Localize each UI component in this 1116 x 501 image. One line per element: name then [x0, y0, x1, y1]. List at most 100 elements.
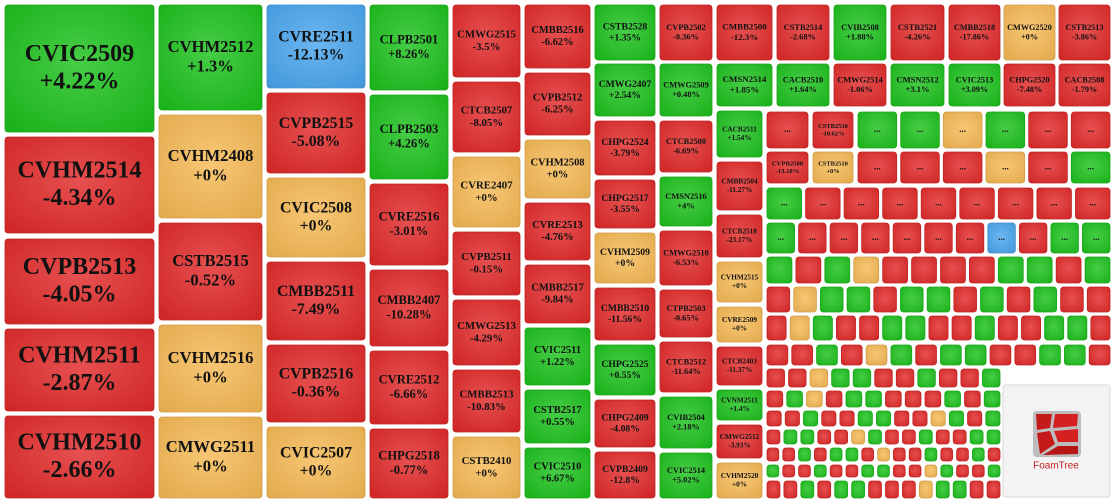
tile[interactable]	[659, 452, 713, 499]
tile[interactable]	[845, 390, 863, 408]
tile[interactable]	[940, 447, 953, 462]
tile[interactable]	[659, 341, 713, 393]
tile[interactable]	[885, 480, 899, 499]
tile[interactable]	[985, 151, 1026, 184]
tile[interactable]	[853, 256, 880, 284]
tile[interactable]	[920, 187, 957, 220]
tile[interactable]	[1050, 222, 1079, 254]
tile[interactable]	[1064, 344, 1086, 366]
tile[interactable]	[659, 120, 713, 173]
tile[interactable]	[892, 222, 922, 254]
tile[interactable]	[948, 4, 1001, 61]
tile[interactable]	[766, 464, 780, 478]
tile[interactable]	[859, 315, 880, 341]
tile[interactable]	[825, 390, 843, 408]
tile[interactable]	[809, 368, 829, 388]
tile[interactable]	[861, 447, 874, 462]
tile[interactable]	[875, 410, 892, 427]
tile[interactable]	[890, 4, 945, 61]
tile[interactable]	[918, 429, 933, 445]
tile[interactable]	[829, 222, 859, 254]
tile[interactable]	[960, 368, 979, 388]
tile[interactable]	[987, 222, 1016, 254]
tile[interactable]	[1033, 286, 1058, 313]
tile[interactable]	[369, 94, 449, 180]
tile[interactable]	[1026, 256, 1053, 284]
tile[interactable]	[266, 92, 366, 174]
tile[interactable]	[798, 222, 827, 254]
tile[interactable]	[766, 256, 793, 284]
tile[interactable]	[266, 261, 366, 341]
tile[interactable]	[369, 183, 449, 266]
tile[interactable]	[1028, 151, 1068, 184]
tile[interactable]	[953, 286, 977, 313]
tile[interactable]	[594, 451, 656, 499]
tile[interactable]	[895, 368, 915, 388]
tile[interactable]	[824, 256, 851, 284]
tile[interactable]	[805, 187, 841, 220]
tile[interactable]	[983, 390, 1001, 408]
tile[interactable]	[821, 410, 837, 427]
tile[interactable]	[969, 429, 984, 445]
tile[interactable]	[716, 389, 763, 421]
tile[interactable]	[798, 447, 811, 462]
tile[interactable]	[1058, 63, 1111, 107]
tile[interactable]	[1044, 315, 1065, 341]
tile[interactable]	[766, 344, 789, 366]
tile[interactable]	[1086, 286, 1111, 313]
tile[interactable]	[873, 286, 897, 313]
tile[interactable]	[817, 480, 832, 499]
tile[interactable]	[951, 315, 972, 341]
tile[interactable]	[800, 429, 815, 445]
tile[interactable]	[1070, 111, 1111, 149]
tile[interactable]	[1003, 63, 1056, 107]
tile[interactable]	[882, 315, 903, 341]
tile[interactable]	[1060, 286, 1084, 313]
tile[interactable]	[659, 4, 713, 61]
tile[interactable]	[985, 111, 1026, 149]
tile[interactable]	[795, 256, 822, 284]
tile[interactable]	[766, 222, 795, 254]
tile[interactable]	[834, 429, 849, 445]
tile[interactable]	[766, 390, 784, 408]
tile[interactable]	[594, 63, 656, 117]
tile[interactable]	[969, 480, 984, 499]
tile[interactable]	[782, 447, 795, 462]
tile[interactable]	[158, 222, 263, 321]
tile[interactable]	[987, 447, 1001, 462]
tile[interactable]	[452, 299, 521, 366]
tile[interactable]	[857, 111, 898, 149]
tile[interactable]	[890, 344, 913, 366]
tile[interactable]	[1014, 344, 1037, 366]
tile[interactable]	[766, 447, 780, 462]
tile[interactable]	[890, 63, 945, 107]
tile[interactable]	[819, 286, 844, 313]
tile[interactable]	[985, 410, 1001, 427]
tile[interactable]	[452, 231, 521, 296]
tile[interactable]	[783, 429, 798, 445]
tile[interactable]	[1003, 4, 1056, 61]
tile[interactable]	[766, 429, 781, 445]
tile[interactable]	[908, 447, 922, 462]
tile[interactable]	[524, 202, 591, 261]
tile[interactable]	[1084, 256, 1111, 284]
tile[interactable]	[814, 464, 827, 478]
tile[interactable]	[716, 63, 773, 107]
tile[interactable]	[924, 390, 942, 408]
tile[interactable]	[952, 480, 967, 499]
tile[interactable]	[882, 256, 908, 284]
tile[interactable]	[4, 136, 155, 234]
tile[interactable]	[158, 4, 263, 111]
tile[interactable]	[845, 447, 859, 462]
tile[interactable]	[524, 389, 591, 444]
tile[interactable]	[803, 410, 819, 427]
tile[interactable]	[986, 480, 1001, 499]
tile[interactable]	[900, 151, 940, 184]
tile[interactable]	[452, 369, 521, 433]
tile[interactable]	[868, 429, 882, 445]
tile[interactable]	[594, 120, 656, 176]
tile[interactable]	[786, 390, 803, 408]
tile[interactable]	[948, 410, 964, 427]
tile[interactable]	[776, 4, 830, 61]
tile[interactable]	[997, 315, 1018, 341]
